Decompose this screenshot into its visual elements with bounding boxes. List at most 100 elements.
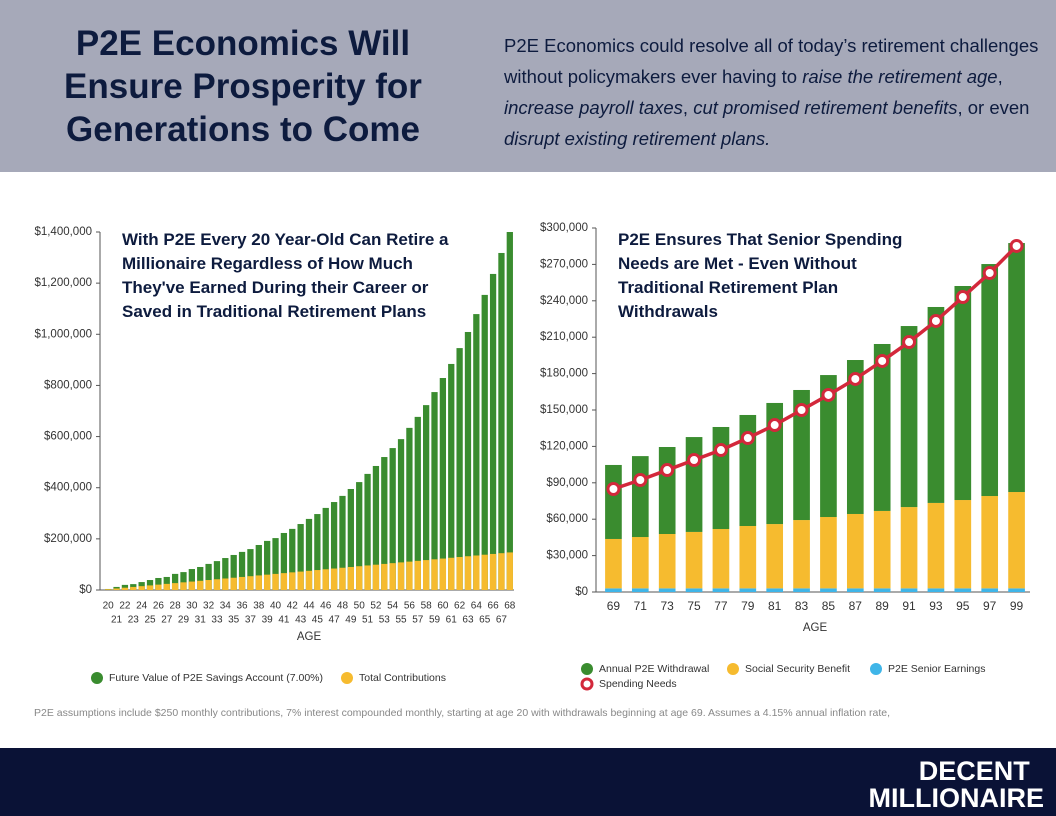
bar [230, 554, 237, 590]
line-marker [955, 290, 970, 305]
bar [481, 294, 488, 590]
bar [163, 583, 170, 590]
bar [498, 553, 505, 590]
x-tick-label: 59 [429, 615, 441, 626]
line-marker [821, 387, 836, 402]
x-tick-label: 42 [287, 601, 299, 612]
bar [766, 588, 784, 592]
bar [631, 537, 649, 589]
bar [631, 456, 649, 538]
y-tick-label: $180,000 [540, 368, 588, 380]
x-tick-label: 28 [170, 601, 182, 612]
legend-label: P2E Senior Earnings [888, 663, 985, 675]
charts: $0 $200,000 $400,000 $600,000 $800,000 $1,000… [34, 222, 1030, 691]
paragraph-segment: , or even [957, 97, 1030, 118]
x-tick-label: 34 [220, 601, 232, 612]
x-axis-title: AGE [803, 622, 828, 634]
bar [171, 583, 179, 590]
y-tick-label: $210,000 [540, 331, 588, 343]
x-tick-label: 45 [312, 615, 324, 626]
legend-label: Total Contributions [359, 672, 446, 684]
x-tick-label: 26 [153, 601, 165, 612]
logo-line: DECENT [918, 756, 1030, 786]
logo-line: MILLIONAIRE [868, 783, 1045, 813]
x-tick-label: 53 [379, 615, 391, 626]
x-tick-label: 56 [404, 601, 416, 612]
bar [105, 589, 112, 590]
x-tick-label: 44 [303, 601, 315, 612]
x-tick-label: 71 [634, 599, 648, 613]
y-tick-label: $60,000 [546, 513, 588, 525]
bar [305, 570, 313, 590]
bar [121, 587, 129, 590]
bar [264, 540, 271, 590]
y-tick-label: $30,000 [546, 550, 588, 562]
bar [712, 529, 730, 589]
bar [712, 588, 730, 592]
x-tick-label: 55 [395, 615, 407, 626]
x-tick-label: 75 [687, 599, 701, 613]
bar [406, 561, 413, 590]
y-tick-label: $600,000 [44, 431, 92, 443]
x-tick-label: 68 [504, 601, 516, 612]
bar [605, 464, 622, 539]
bar [900, 588, 918, 592]
x-tick-label: 43 [295, 615, 307, 626]
footer-band [0, 748, 1056, 816]
header-paragraph: P2E Economics could resolve all of today… [504, 30, 1044, 154]
bar [423, 560, 430, 590]
bar [222, 578, 229, 590]
bar [1008, 492, 1025, 589]
bar [230, 577, 237, 590]
bar [213, 579, 221, 590]
bar [658, 534, 676, 589]
x-tick-label: 93 [929, 599, 943, 613]
y-tick-label: $1,200,000 [34, 277, 92, 289]
paragraph-segment: disrupt existing retirement plans. [504, 128, 771, 149]
bar [766, 402, 784, 525]
bar [146, 580, 154, 590]
x-tick-label: 65 [479, 615, 491, 626]
x-tick-label: 58 [421, 601, 433, 612]
x-tick-label: 73 [661, 599, 675, 613]
paragraph-segment: raise the retirement age [802, 66, 998, 87]
x-tick-label: 69 [607, 599, 621, 613]
chart-title: P2E Ensures That Senior Spending Needs a… [618, 230, 903, 321]
bar [464, 331, 472, 590]
bar [489, 273, 497, 590]
bar [364, 473, 371, 590]
bar [130, 586, 137, 590]
y-tick-label: $120,000 [540, 440, 588, 452]
bar [954, 285, 972, 501]
bar [322, 569, 329, 590]
legend-label: Spending Needs [599, 678, 677, 690]
x-tick-label: 48 [337, 601, 349, 612]
bar [685, 588, 703, 592]
line-marker [848, 371, 863, 386]
y-tick-label: $90,000 [546, 477, 588, 489]
bar [631, 588, 649, 592]
x-tick-label: 38 [253, 601, 265, 612]
x-tick-label: 66 [488, 601, 500, 612]
bar [927, 502, 945, 589]
bar [330, 502, 338, 590]
y-tick-label: $1,400,000 [34, 226, 92, 238]
x-tick-label: 29 [178, 615, 190, 626]
bar [1008, 243, 1025, 493]
line-marker [606, 481, 621, 496]
x-tick-label: 21 [111, 615, 123, 626]
legend-marker [870, 663, 882, 675]
bar [431, 392, 438, 590]
bar [289, 572, 296, 590]
legend-marker [727, 663, 739, 675]
legend-marker [581, 663, 593, 675]
bar [414, 416, 421, 590]
bar [372, 564, 380, 590]
line-marker [740, 431, 755, 446]
bar [339, 495, 346, 590]
bar [339, 567, 346, 590]
bar [981, 588, 999, 592]
bar [481, 554, 488, 590]
bar [205, 563, 212, 590]
line-marker [794, 403, 809, 417]
